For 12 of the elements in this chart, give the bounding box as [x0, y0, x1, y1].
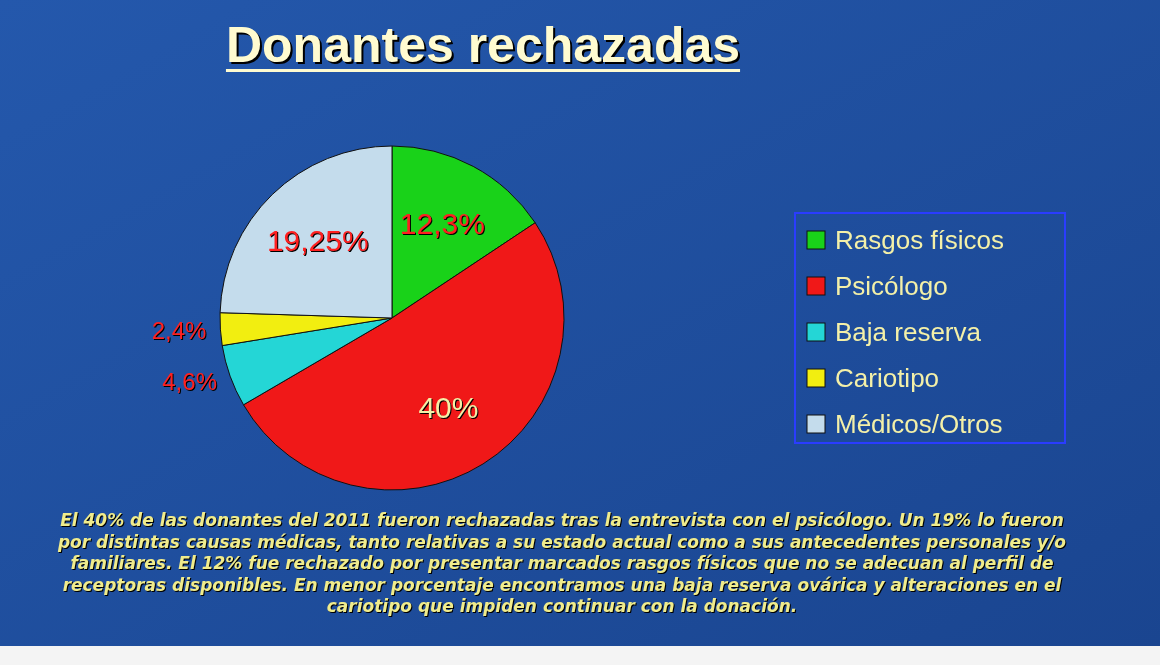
legend-label: Cariotipo	[835, 363, 940, 393]
data-label: 2,4%	[151, 317, 207, 345]
data-label: 19,25%	[266, 224, 369, 258]
data-label: 40%	[418, 391, 479, 425]
data-label: 12,3%	[399, 207, 485, 241]
legend-label: Baja reserva	[835, 317, 982, 347]
legend-label: Médicos/Otros	[835, 409, 1003, 439]
legend-label: Rasgos físicos	[835, 225, 1005, 255]
chart-title: Donantes rechazadas	[225, 17, 741, 73]
legend-label: Psicólogo	[835, 271, 948, 301]
text: El 40% de las donantes del 2011 fueron rechazadas tras la entrevista con el psicólogo. Un 19% lo fueron por distintas causas médicas, tanto relativas a su estado actual como a sus antecedentes personales y/o familiares. El 12% fue rechazado por presentar marcados rasgos físicos que no se adecuan al perfil de receptoras disponibles. En menor porcentaje encontramos una baja reserva ovárica y alteraciones en el cariotipo que impiden continuar con la donación.	[56, 510, 1067, 616]
data-label: 4,6%	[162, 367, 217, 395]
